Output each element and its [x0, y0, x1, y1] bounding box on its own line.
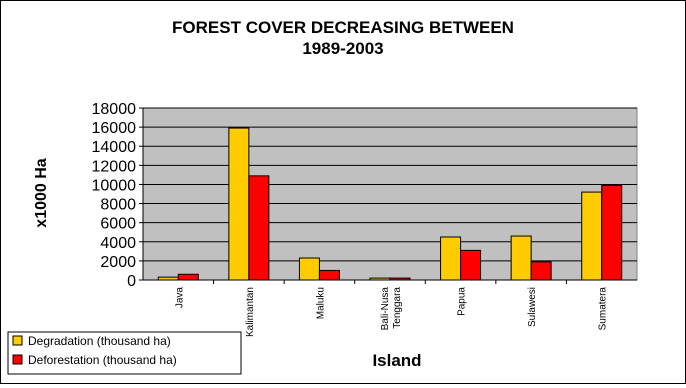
bar-degradation-papua: [440, 236, 462, 281]
x-tick-label: Sulawesi: [527, 287, 538, 327]
legend-swatch-deforestation: [12, 354, 23, 365]
y-tick-label: 12000: [92, 158, 137, 175]
bar-degradation-maluku: [298, 257, 320, 281]
x-tick-label: Bali-Nusa: [380, 287, 391, 331]
legend-label-deforestation: Deforestation (thousand ha): [28, 353, 177, 367]
bar-deforestation-papua: [460, 249, 482, 281]
plot-area: 0 2000 4000 6000 8000 10000 12000 14000 16000 180…: [92, 101, 638, 337]
bar-deforestation-sumatera: [601, 184, 623, 281]
y-tick-label: 0: [127, 273, 136, 290]
plot-background: [142, 107, 638, 281]
x-tick-label: Kalimantan: [245, 287, 256, 337]
y-tick-label: 16000: [92, 120, 137, 137]
y-tick-label: 14000: [92, 139, 137, 156]
y-tick-label: 2000: [100, 254, 136, 271]
bar-deforestation-sulawesi: [530, 261, 552, 281]
chart-title-line-1: FOREST COVER DECREASING BETWEEN: [172, 18, 514, 37]
bar-deforestation-kalimantan: [248, 175, 270, 281]
x-tick-label: Tenggara: [392, 287, 403, 329]
bar-deforestation-java: [177, 273, 199, 281]
x-tick-label: Papua: [457, 287, 468, 316]
y-axis-label: x1000 Ha: [33, 158, 50, 227]
x-axis-label: Island: [372, 351, 421, 370]
legend-box: [7, 331, 242, 375]
bar-degradation-sulawesi: [510, 235, 532, 281]
bar-degradation-sumatera: [581, 191, 603, 281]
legend-label-degradation: Degradation (thousand ha): [28, 334, 171, 348]
y-tick-label: 6000: [100, 216, 136, 233]
x-tick-label: Java: [174, 287, 185, 309]
bar-degradation-kalimantan: [228, 127, 250, 281]
y-tick-label: 8000: [100, 197, 136, 214]
chart-title-line-2: 1989-2003: [302, 39, 383, 58]
y-tick-label: 10000: [92, 177, 137, 194]
y-tick-label: 4000: [100, 235, 136, 252]
x-tick-label: Sumatera: [598, 287, 609, 331]
x-tick-label: Maluku: [315, 287, 326, 319]
legend: Degradation (thousand ha) Deforestation (…: [7, 331, 242, 375]
legend-swatch-degradation: [12, 335, 23, 346]
y-tick-label: 18000: [92, 101, 137, 118]
bar-deforestation-maluku: [318, 269, 340, 281]
